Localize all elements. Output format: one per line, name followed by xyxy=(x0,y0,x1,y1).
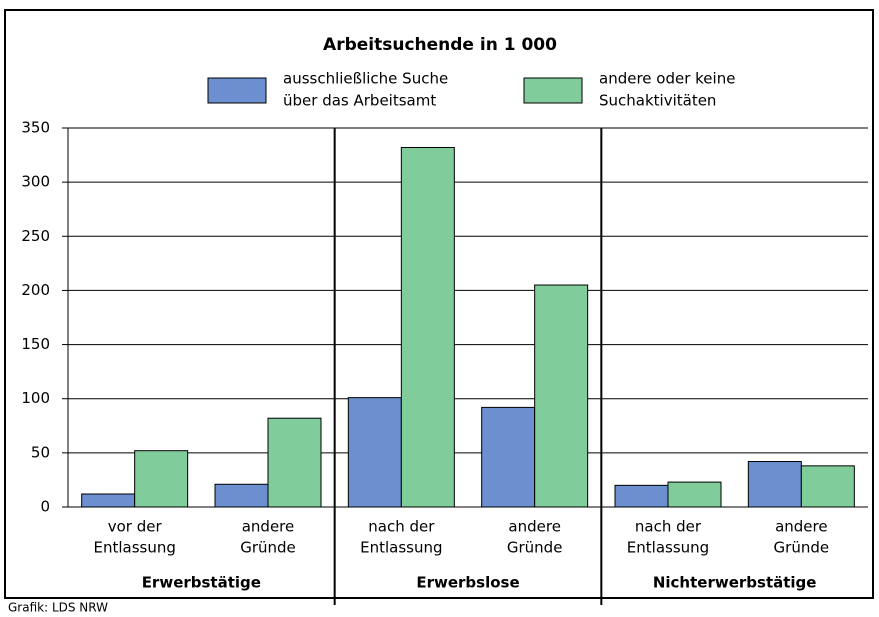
y-tick-label: 150 xyxy=(21,335,50,353)
x-tick-label: Gründe xyxy=(240,539,296,557)
y-tick-label: 300 xyxy=(21,173,50,191)
source: Grafik: LDS NRW xyxy=(8,601,108,615)
group-label: Erwerbstätige xyxy=(142,574,261,592)
y-tick-label: 0 xyxy=(40,498,50,516)
group-label: Erwerbslose xyxy=(416,574,519,592)
x-tick-label: nach der xyxy=(368,518,435,536)
x-tick-label: Gründe xyxy=(507,539,563,557)
y-tick-label: 50 xyxy=(31,443,50,461)
bar xyxy=(614,484,669,508)
frame xyxy=(4,9,874,599)
x-tick-label: Entlassung xyxy=(360,539,442,557)
legend-swatch xyxy=(207,77,267,104)
x-tick-label: nach der xyxy=(635,518,702,536)
bar xyxy=(347,397,402,508)
bar xyxy=(667,481,722,508)
y-tick-label: 100 xyxy=(21,389,50,407)
y-tick-label: 350 xyxy=(21,119,50,137)
y-tick-label: 250 xyxy=(21,227,50,245)
chart-title: Arbeitsuchende in 1 000 xyxy=(323,35,557,55)
x-tick-label: Gründe xyxy=(774,539,830,557)
bar xyxy=(800,465,855,508)
group-label: Nichterwerbstätige xyxy=(653,574,817,592)
bar xyxy=(214,483,269,508)
legend-label: über das Arbeitsamt xyxy=(283,92,436,110)
legend-label: Suchaktivitäten xyxy=(599,92,716,110)
x-tick-label: andere xyxy=(775,518,828,536)
bar xyxy=(267,417,322,508)
x-tick-label: Entlassung xyxy=(93,539,175,557)
legend-swatch xyxy=(523,77,583,104)
x-tick-label: Entlassung xyxy=(627,539,709,557)
bar xyxy=(534,284,589,508)
bar xyxy=(481,406,536,508)
legend-label: ausschließliche Suche xyxy=(283,70,448,88)
bar xyxy=(81,493,136,508)
x-tick-label: vor der xyxy=(108,518,163,536)
bar xyxy=(400,146,455,508)
bar xyxy=(747,461,802,508)
x-tick-label: andere xyxy=(242,518,295,536)
bar xyxy=(134,450,189,508)
y-tick-label: 200 xyxy=(21,281,50,299)
x-tick-label: andere xyxy=(508,518,561,536)
legend-label: andere oder keine xyxy=(599,70,735,88)
